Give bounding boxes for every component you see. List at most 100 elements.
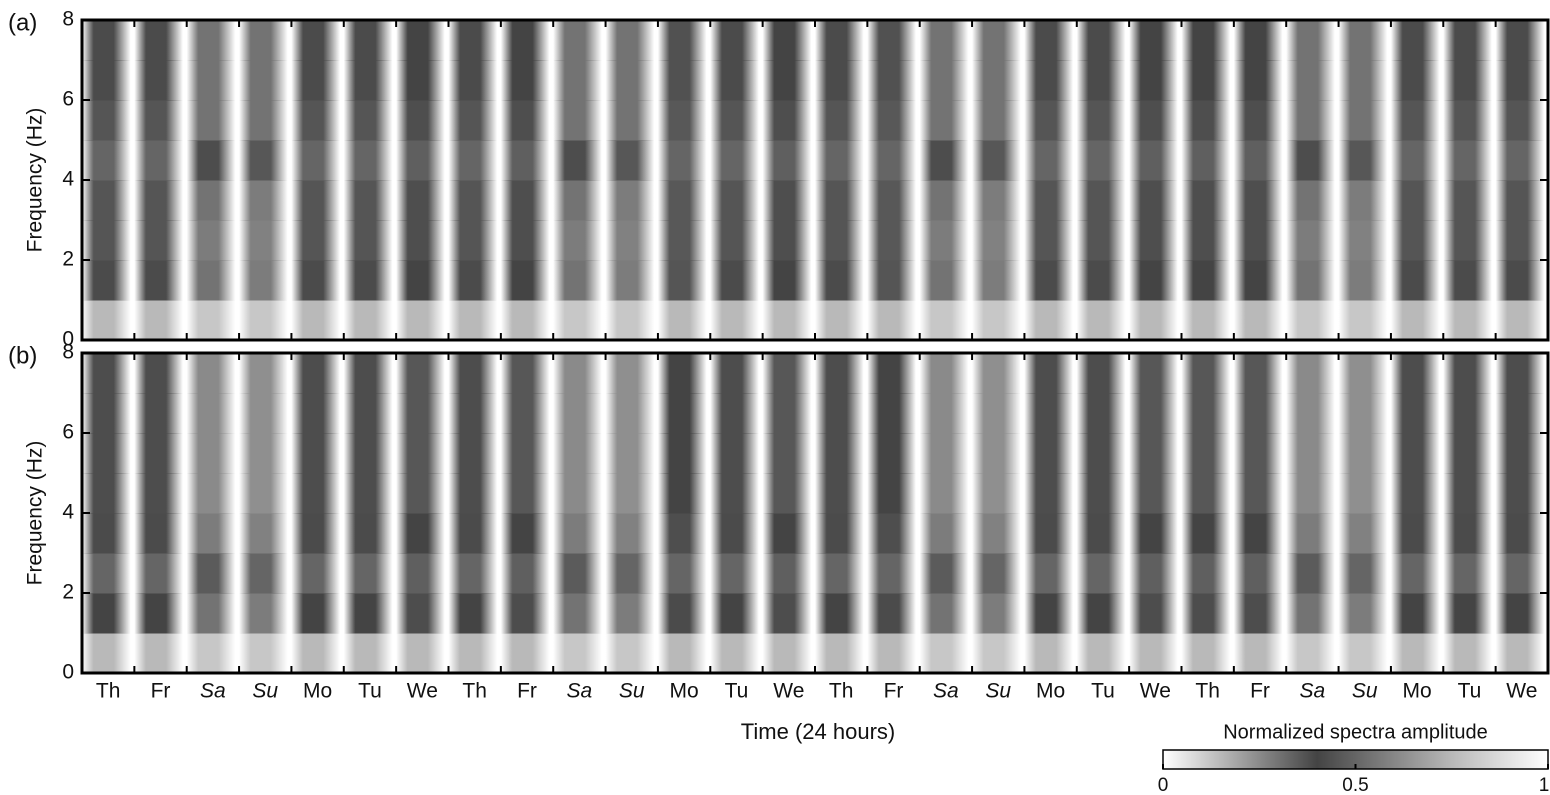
heatmap-cell — [1496, 300, 1549, 341]
x-tick-label: Su — [252, 680, 278, 703]
heatmap-cell — [1024, 20, 1077, 61]
heatmap-cell — [1391, 20, 1444, 61]
heatmap-cell — [1024, 433, 1077, 474]
heatmap-cell — [1496, 353, 1549, 394]
heatmap-cell — [1496, 220, 1549, 261]
x-tick-label: Sa — [1300, 680, 1326, 703]
heatmap-cell — [396, 553, 449, 594]
heatmap-cell — [501, 353, 554, 394]
heatmap-cell — [1129, 633, 1182, 674]
heatmap-cell — [867, 433, 920, 474]
heatmap-cell — [187, 220, 240, 261]
heatmap-cell — [658, 473, 711, 514]
heatmap-cell — [1286, 140, 1339, 181]
x-tick-label: Mo — [670, 680, 699, 703]
heatmap-cell — [1339, 353, 1392, 394]
heatmap-cell — [187, 60, 240, 101]
heatmap-cell — [1339, 300, 1392, 341]
heatmap-cell — [710, 60, 763, 101]
heatmap-cell — [134, 513, 187, 554]
heatmap-cell — [187, 100, 240, 141]
heatmap-cell — [1077, 300, 1130, 341]
heatmap-cell — [710, 220, 763, 261]
heatmap-cell — [867, 513, 920, 554]
heatmap-cell — [815, 260, 868, 301]
heatmap-cell — [920, 260, 973, 301]
heatmap-cell — [1443, 60, 1496, 101]
heatmap-cell — [710, 100, 763, 141]
heatmap-cell — [553, 593, 606, 634]
heatmap-cell — [815, 393, 868, 434]
heatmap-cell — [291, 393, 344, 434]
heatmap-cell — [1129, 593, 1182, 634]
heatmap-cell — [449, 260, 502, 301]
heatmap-cell — [1339, 513, 1392, 554]
heatmap-cell — [658, 180, 711, 221]
heatmap-cell — [1234, 140, 1287, 181]
heatmap-cell — [815, 100, 868, 141]
heatmap-cell — [291, 260, 344, 301]
heatmap-cell — [239, 20, 292, 61]
heatmap-cell — [239, 353, 292, 394]
heatmap-cell — [291, 473, 344, 514]
x-tick-label: Tu — [725, 680, 749, 703]
heatmap-cell — [1129, 140, 1182, 181]
heatmap-cell — [553, 513, 606, 554]
heatmap-cell — [763, 220, 816, 261]
heatmap-cell — [187, 353, 240, 394]
heatmap-cell — [920, 553, 973, 594]
heatmap-cell — [553, 393, 606, 434]
heatmap-cell — [658, 260, 711, 301]
heatmap-cell — [1496, 20, 1549, 61]
heatmap-cell — [606, 220, 659, 261]
heatmap-cell — [1234, 553, 1287, 594]
heatmap-cell — [239, 220, 292, 261]
heatmap-cell — [867, 20, 920, 61]
heatmap-cell — [82, 513, 135, 554]
heatmap-cell — [291, 593, 344, 634]
heatmap-cell — [134, 100, 187, 141]
heatmap-cell — [344, 100, 397, 141]
heatmap-cell — [501, 60, 554, 101]
heatmap-cell — [1182, 220, 1235, 261]
heatmap-cell — [815, 300, 868, 341]
heatmap-cell — [606, 553, 659, 594]
heatmap-cell — [344, 60, 397, 101]
heatmap-cell — [1496, 393, 1549, 434]
heatmap-cell — [1443, 353, 1496, 394]
heatmap-cell — [658, 300, 711, 341]
heatmap-cell — [815, 593, 868, 634]
heatmap-cell — [1286, 100, 1339, 141]
heatmap-cell — [1443, 393, 1496, 434]
heatmap-cell — [134, 60, 187, 101]
heatmap-cell — [1129, 220, 1182, 261]
heatmap-cell — [1077, 473, 1130, 514]
heatmap-cell — [972, 100, 1025, 141]
heatmap-cell — [1024, 473, 1077, 514]
heatmap-cell — [1182, 593, 1235, 634]
heatmap-cell — [134, 20, 187, 61]
y-axis-label: Frequency (Hz) — [24, 441, 47, 586]
heatmap-cell — [606, 513, 659, 554]
heatmap-cell — [134, 220, 187, 261]
heatmap-cell — [396, 473, 449, 514]
heatmap-cell — [1286, 220, 1339, 261]
heatmap-cell — [1234, 260, 1287, 301]
heatmap-cell — [763, 433, 816, 474]
heatmap-cell — [763, 593, 816, 634]
heatmap-cell — [344, 353, 397, 394]
heatmap-cell — [82, 393, 135, 434]
heatmap-cell — [1339, 473, 1392, 514]
heatmap-cell — [1443, 513, 1496, 554]
heatmap-cell — [606, 140, 659, 181]
heatmap-cell — [501, 140, 554, 181]
heatmap-cell — [553, 553, 606, 594]
heatmap-cell — [1391, 100, 1444, 141]
heatmap-cell — [1496, 140, 1549, 181]
heatmap-cell — [1077, 353, 1130, 394]
heatmap-cell — [187, 513, 240, 554]
heatmap-cell — [1129, 553, 1182, 594]
heatmap-cell — [344, 593, 397, 634]
heatmap-cell — [344, 140, 397, 181]
heatmap-cell — [396, 60, 449, 101]
